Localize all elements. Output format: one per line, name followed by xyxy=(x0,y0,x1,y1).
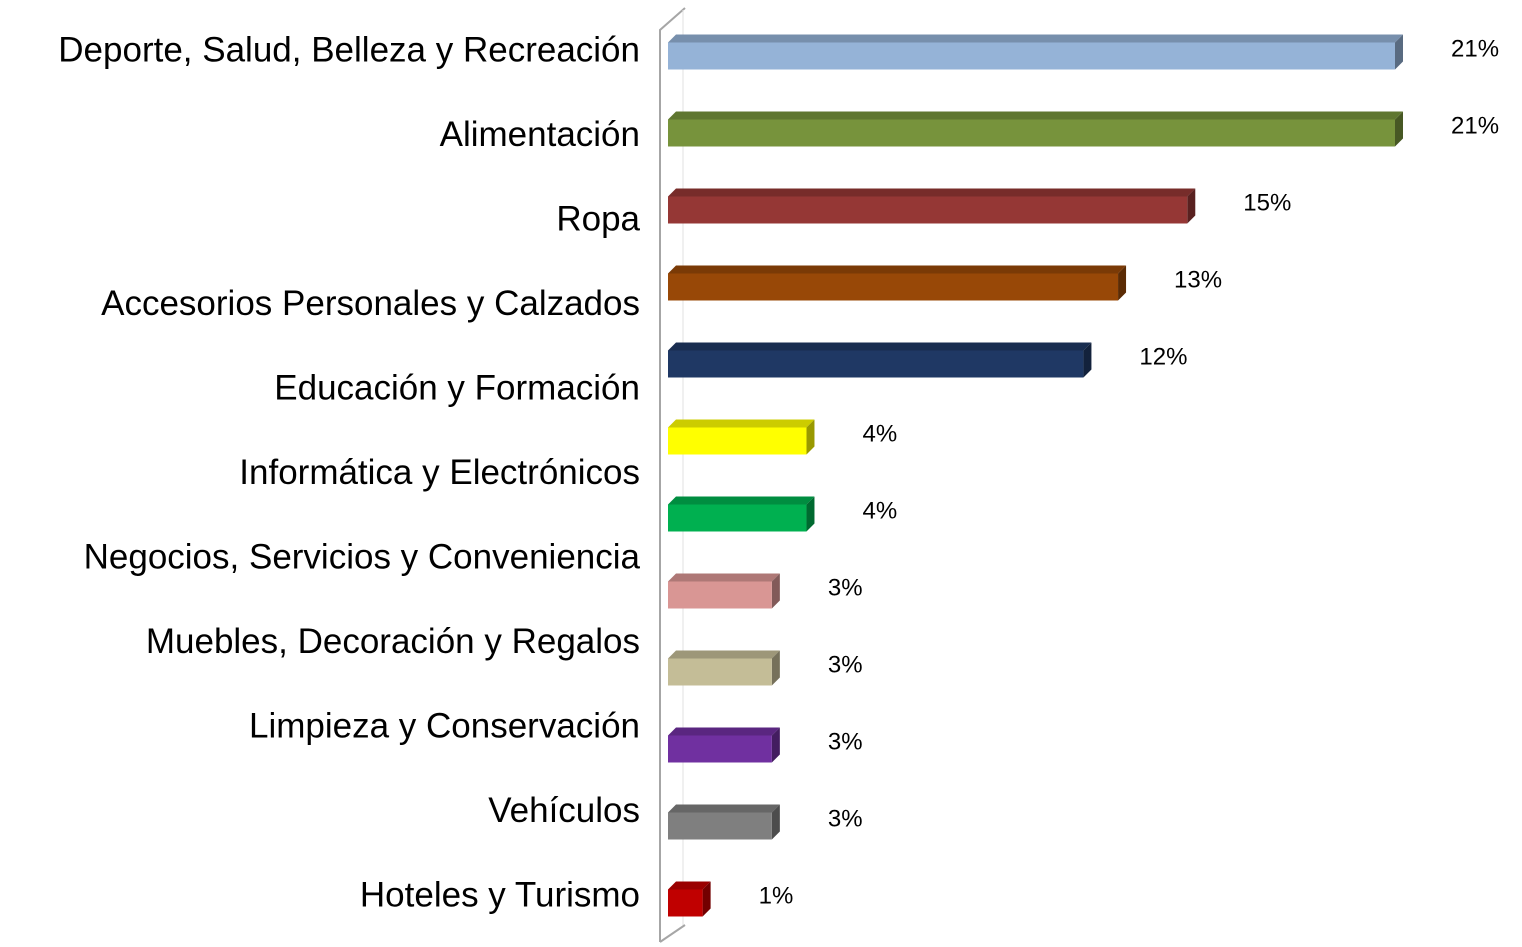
category-label: Deporte, Salud, Belleza y Recreación xyxy=(58,30,640,69)
bar-side xyxy=(1083,342,1092,378)
bar xyxy=(668,504,807,532)
value-label: 12% xyxy=(1139,343,1187,370)
bar-top xyxy=(668,188,1196,197)
bar xyxy=(668,350,1084,378)
category-label: Alimentación xyxy=(440,115,640,154)
value-label: 3% xyxy=(828,651,863,678)
bar-side xyxy=(806,496,815,532)
bar-top xyxy=(668,650,780,659)
value-label: 13% xyxy=(1174,266,1222,293)
value-label: 3% xyxy=(828,574,863,601)
bar-side xyxy=(1395,34,1403,70)
bar xyxy=(668,581,772,609)
bar-top xyxy=(668,727,780,736)
bar xyxy=(668,889,703,917)
category-label: Limpieza y Conservación xyxy=(249,706,640,745)
bar xyxy=(668,658,772,686)
bar-side xyxy=(771,727,780,763)
category-label: Informática y Electrónicos xyxy=(239,453,640,492)
bar xyxy=(668,812,772,840)
bar-side xyxy=(771,650,780,686)
bar-side xyxy=(771,804,780,840)
value-label: 3% xyxy=(828,805,863,832)
category-label: Hoteles y Turismo xyxy=(360,875,640,914)
bar-top xyxy=(668,881,711,890)
value-label: 15% xyxy=(1243,189,1291,216)
bar-side xyxy=(1118,265,1127,301)
bar-top xyxy=(668,496,815,505)
value-label: 1% xyxy=(759,882,794,909)
category-label: Ropa xyxy=(556,199,640,238)
bar-top xyxy=(668,804,780,813)
bar xyxy=(668,119,1395,147)
bar-top xyxy=(668,573,780,582)
value-label: 3% xyxy=(828,728,863,755)
axis-wall xyxy=(659,7,686,943)
bar-side xyxy=(702,881,711,917)
bar-top xyxy=(668,265,1127,274)
bar-top xyxy=(668,419,815,428)
bar-top xyxy=(668,111,1403,120)
category-label: Educación y Formación xyxy=(274,368,640,407)
bar-top xyxy=(668,342,1092,351)
value-label: 21% xyxy=(1451,112,1499,139)
category-label: Muebles, Decoración y Regalos xyxy=(146,622,640,661)
value-label: 21% xyxy=(1451,35,1499,62)
bar xyxy=(668,427,807,455)
bar xyxy=(668,735,772,763)
bar-side xyxy=(806,419,815,455)
bar xyxy=(668,273,1119,301)
category-label: Vehículos xyxy=(488,791,640,830)
bar xyxy=(668,196,1188,224)
bar-side xyxy=(771,573,780,609)
bar xyxy=(668,42,1395,70)
value-label: 4% xyxy=(862,420,897,447)
category-label: Negocios, Servicios y Conveniencia xyxy=(84,537,641,576)
category-label: Accesorios Personales y Calzados xyxy=(101,284,640,323)
bar-top xyxy=(668,34,1403,43)
value-label: 4% xyxy=(862,497,897,524)
bar-side xyxy=(1395,111,1403,147)
bar-side xyxy=(1187,188,1196,224)
